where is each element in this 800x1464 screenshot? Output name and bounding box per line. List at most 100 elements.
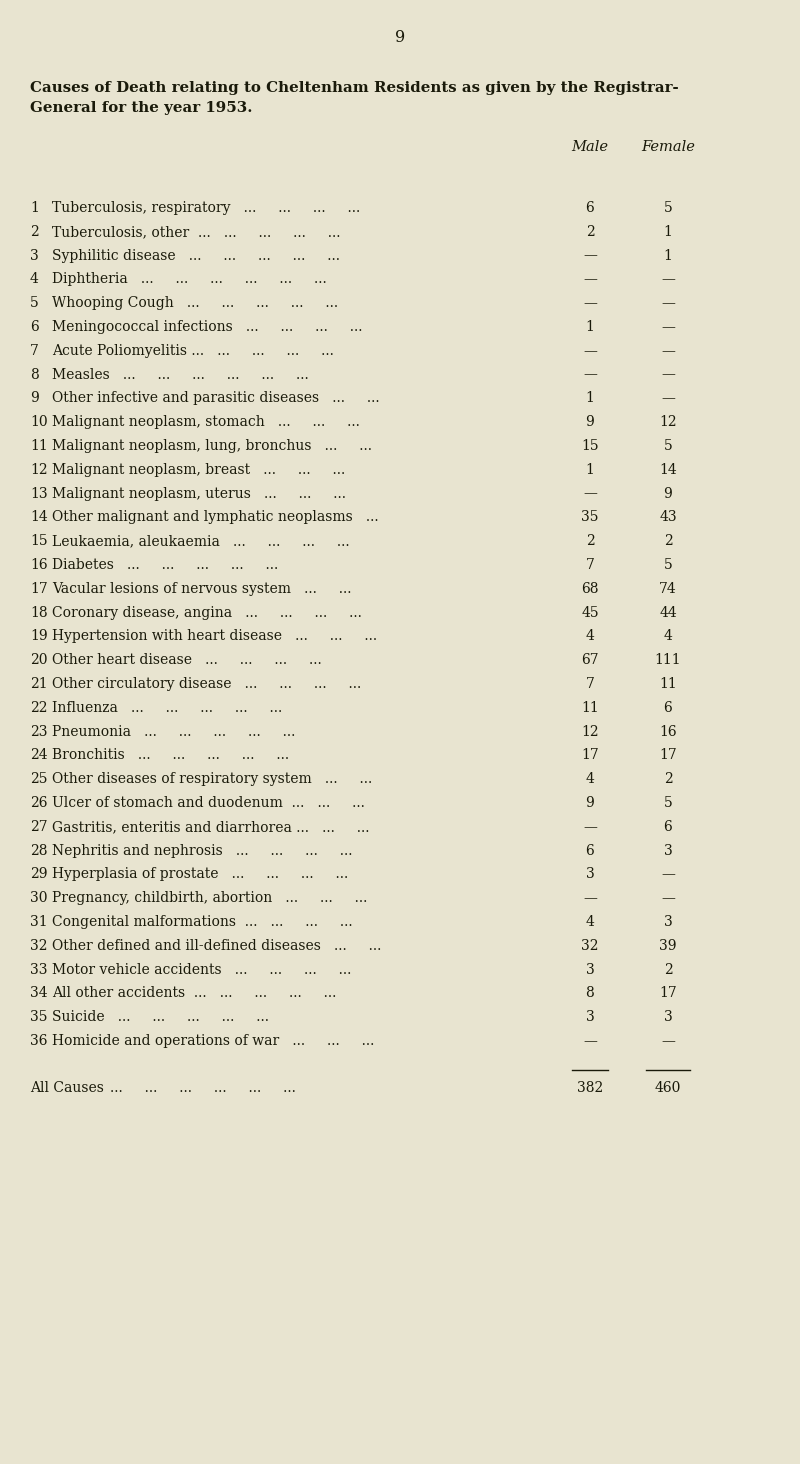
Text: 7: 7 (30, 344, 39, 357)
Text: 8: 8 (30, 367, 38, 382)
Text: 1: 1 (586, 321, 594, 334)
Text: 31: 31 (30, 915, 48, 930)
Text: 24: 24 (30, 748, 48, 763)
Text: 460: 460 (655, 1080, 681, 1095)
Text: 34: 34 (30, 987, 48, 1000)
Text: Tuberculosis, respiratory   ...     ...     ...     ...: Tuberculosis, respiratory ... ... ... ..… (52, 201, 360, 215)
Text: 8: 8 (586, 987, 594, 1000)
Text: 1: 1 (586, 391, 594, 406)
Text: 17: 17 (659, 987, 677, 1000)
Text: 44: 44 (659, 606, 677, 619)
Text: 17: 17 (581, 748, 599, 763)
Text: 6: 6 (664, 820, 672, 834)
Text: Tuberculosis, other  ...   ...     ...     ...     ...: Tuberculosis, other ... ... ... ... ... (52, 225, 341, 239)
Text: Influenza   ...     ...     ...     ...     ...: Influenza ... ... ... ... ... (52, 701, 282, 714)
Text: 111: 111 (654, 653, 682, 668)
Text: Malignant neoplasm, stomach   ...     ...     ...: Malignant neoplasm, stomach ... ... ... (52, 416, 360, 429)
Text: 5: 5 (664, 201, 672, 215)
Text: General for the year 1953.: General for the year 1953. (30, 101, 253, 116)
Text: 4: 4 (586, 630, 594, 643)
Text: Gastritis, enteritis and diarrhorea ...   ...     ...: Gastritis, enteritis and diarrhorea ... … (52, 820, 370, 834)
Text: 16: 16 (30, 558, 48, 572)
Text: —: — (583, 296, 597, 310)
Text: —: — (661, 367, 675, 382)
Text: Nephritis and nephrosis   ...     ...     ...     ...: Nephritis and nephrosis ... ... ... ... (52, 843, 353, 858)
Text: 12: 12 (30, 463, 48, 477)
Text: ...     ...     ...     ...     ...     ...: ... ... ... ... ... ... (110, 1080, 296, 1095)
Text: —: — (583, 367, 597, 382)
Text: 9: 9 (664, 486, 672, 501)
Text: Malignant neoplasm, lung, bronchus   ...     ...: Malignant neoplasm, lung, bronchus ... .… (52, 439, 372, 452)
Text: Bronchitis   ...     ...     ...     ...     ...: Bronchitis ... ... ... ... ... (52, 748, 289, 763)
Text: 5: 5 (664, 796, 672, 810)
Text: All other accidents  ...   ...     ...     ...     ...: All other accidents ... ... ... ... ... (52, 987, 336, 1000)
Text: Pregnancy, childbirth, abortion   ...     ...     ...: Pregnancy, childbirth, abortion ... ... … (52, 892, 367, 905)
Text: 35: 35 (30, 1010, 47, 1025)
Text: 10: 10 (30, 416, 48, 429)
Text: 2: 2 (664, 534, 672, 548)
Text: —: — (661, 296, 675, 310)
Text: Malignant neoplasm, uterus   ...     ...     ...: Malignant neoplasm, uterus ... ... ... (52, 486, 346, 501)
Text: 19: 19 (30, 630, 48, 643)
Text: 3: 3 (664, 915, 672, 930)
Text: 9: 9 (395, 29, 405, 47)
Text: 68: 68 (582, 581, 598, 596)
Text: Female: Female (641, 141, 695, 154)
Text: 11: 11 (30, 439, 48, 452)
Text: All Causes: All Causes (30, 1080, 104, 1095)
Text: 14: 14 (659, 463, 677, 477)
Text: 15: 15 (30, 534, 48, 548)
Text: 1: 1 (586, 463, 594, 477)
Text: 15: 15 (581, 439, 599, 452)
Text: Other heart disease   ...     ...     ...     ...: Other heart disease ... ... ... ... (52, 653, 322, 668)
Text: —: — (583, 1034, 597, 1048)
Text: 32: 32 (30, 938, 47, 953)
Text: Other defined and ill-defined diseases   ...     ...: Other defined and ill-defined diseases .… (52, 938, 382, 953)
Text: 74: 74 (659, 581, 677, 596)
Text: 6: 6 (586, 843, 594, 858)
Text: Other circulatory disease   ...     ...     ...     ...: Other circulatory disease ... ... ... ..… (52, 676, 362, 691)
Text: Causes of Death relating to Cheltenham Residents as given by the Registrar-: Causes of Death relating to Cheltenham R… (30, 81, 678, 95)
Text: 35: 35 (582, 511, 598, 524)
Text: 29: 29 (30, 867, 47, 881)
Text: —: — (661, 344, 675, 357)
Text: Pneumonia   ...     ...     ...     ...     ...: Pneumonia ... ... ... ... ... (52, 725, 295, 739)
Text: 32: 32 (582, 938, 598, 953)
Text: 5: 5 (30, 296, 38, 310)
Text: 3: 3 (586, 1010, 594, 1025)
Text: 18: 18 (30, 606, 48, 619)
Text: 1: 1 (663, 225, 673, 239)
Text: 5: 5 (664, 439, 672, 452)
Text: Hyperplasia of prostate   ...     ...     ...     ...: Hyperplasia of prostate ... ... ... ... (52, 867, 348, 881)
Text: 7: 7 (586, 558, 594, 572)
Text: 17: 17 (659, 748, 677, 763)
Text: —: — (583, 892, 597, 905)
Text: Hypertension with heart disease   ...     ...     ...: Hypertension with heart disease ... ... … (52, 630, 377, 643)
Text: —: — (583, 249, 597, 262)
Text: 30: 30 (30, 892, 47, 905)
Text: 3: 3 (664, 843, 672, 858)
Text: 21: 21 (30, 676, 48, 691)
Text: Congenital malformations  ...   ...     ...     ...: Congenital malformations ... ... ... ... (52, 915, 353, 930)
Text: 23: 23 (30, 725, 47, 739)
Text: —: — (583, 486, 597, 501)
Text: —: — (661, 1034, 675, 1048)
Text: Motor vehicle accidents   ...     ...     ...     ...: Motor vehicle accidents ... ... ... ... (52, 963, 351, 976)
Text: Suicide   ...     ...     ...     ...     ...: Suicide ... ... ... ... ... (52, 1010, 269, 1025)
Text: 2: 2 (664, 772, 672, 786)
Text: Meningococcal infections   ...     ...     ...     ...: Meningococcal infections ... ... ... ... (52, 321, 362, 334)
Text: Vacular lesions of nervous system   ...     ...: Vacular lesions of nervous system ... ..… (52, 581, 351, 596)
Text: 3: 3 (586, 867, 594, 881)
Text: Whooping Cough   ...     ...     ...     ...     ...: Whooping Cough ... ... ... ... ... (52, 296, 338, 310)
Text: 9: 9 (30, 391, 38, 406)
Text: —: — (583, 820, 597, 834)
Text: 43: 43 (659, 511, 677, 524)
Text: 25: 25 (30, 772, 47, 786)
Text: 4: 4 (30, 272, 39, 287)
Text: 14: 14 (30, 511, 48, 524)
Text: 4: 4 (586, 915, 594, 930)
Text: Diabetes   ...     ...     ...     ...     ...: Diabetes ... ... ... ... ... (52, 558, 278, 572)
Text: Malignant neoplasm, breast   ...     ...     ...: Malignant neoplasm, breast ... ... ... (52, 463, 346, 477)
Text: Measles   ...     ...     ...     ...     ...     ...: Measles ... ... ... ... ... ... (52, 367, 309, 382)
Text: 12: 12 (581, 725, 599, 739)
